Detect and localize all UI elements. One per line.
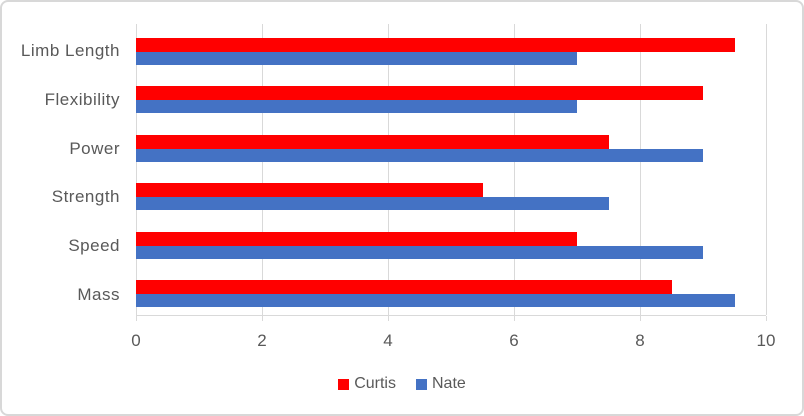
bar-curtis-power — [136, 134, 609, 149]
bar-group-limb-length — [136, 27, 766, 76]
axis-tick-mark — [766, 316, 767, 321]
bar-nate-speed — [136, 245, 703, 259]
category-axis-labels: Limb Length Flexibility Power Strength Speed… — [2, 27, 120, 319]
gridline-x-8 — [640, 24, 641, 315]
gridline-x-2 — [262, 24, 263, 315]
bar-curtis-flexibility — [136, 86, 703, 101]
category-label-limb-length: Limb Length — [20, 41, 120, 61]
legend-swatch-nate-icon — [415, 378, 427, 390]
bar-nate-limb-length — [136, 51, 577, 65]
bar-group-power — [136, 124, 766, 173]
legend-item-curtis: Curtis — [338, 375, 396, 393]
x-tick-label: 8 — [635, 331, 645, 350]
x-tick-label: 4 — [383, 331, 393, 350]
bar-nate-mass — [136, 294, 735, 308]
bar-group-speed — [136, 221, 766, 270]
gridline-x-10 — [766, 24, 767, 315]
bar-rows — [136, 27, 766, 318]
legend-label: Curtis — [354, 375, 396, 392]
legend-item-nate: Nate — [415, 375, 466, 393]
category-label-power: Power — [69, 138, 120, 158]
legend: Curtis Nate — [2, 375, 802, 393]
bar-group-mass — [136, 270, 766, 319]
x-tick-label: 10 — [756, 331, 776, 350]
gridline-x-0 — [136, 24, 137, 315]
bar-nate-power — [136, 148, 703, 162]
bar-curtis-limb-length — [136, 37, 735, 52]
x-tick-label: 2 — [257, 331, 267, 350]
category-label-mass: Mass — [77, 284, 120, 304]
gridline-x-4 — [388, 24, 389, 315]
bar-group-flexibility — [136, 76, 766, 125]
plot-area — [136, 24, 767, 318]
bar-nate-strength — [136, 197, 609, 211]
x-tick-label: 0 — [131, 331, 141, 350]
category-label-speed: Speed — [68, 236, 120, 256]
bar-group-strength — [136, 173, 766, 222]
category-label-strength: Strength — [51, 187, 120, 207]
bar-curtis-speed — [136, 231, 577, 246]
legend-label: Nate — [431, 375, 466, 392]
gridline-x-6 — [514, 24, 515, 315]
x-tick-label: 6 — [509, 331, 519, 350]
bar-curtis-mass — [136, 280, 672, 295]
category-label-flexibility: Flexibility — [44, 90, 120, 109]
bar-nate-flexibility — [136, 100, 577, 114]
bar-curtis-strength — [136, 183, 483, 198]
legend-swatch-curtis-icon — [338, 378, 350, 390]
